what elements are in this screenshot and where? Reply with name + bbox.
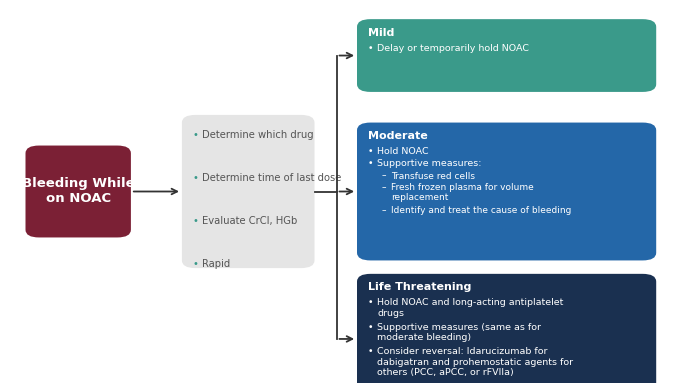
- Text: •: •: [193, 130, 199, 140]
- Text: Determine which drug: Determine which drug: [203, 130, 314, 140]
- Text: Determine time of last dose: Determine time of last dose: [203, 173, 341, 183]
- FancyBboxPatch shape: [357, 19, 656, 92]
- Text: •: •: [368, 347, 373, 356]
- Text: Life Threatening: Life Threatening: [368, 282, 471, 292]
- Text: Transfuse red cells: Transfuse red cells: [391, 172, 475, 180]
- Text: •: •: [193, 259, 199, 268]
- Text: Hold NOAC and long-acting antiplatelet
drugs: Hold NOAC and long-acting antiplatelet d…: [377, 298, 564, 318]
- Text: Delay or temporarily hold NOAC: Delay or temporarily hold NOAC: [377, 44, 530, 52]
- Text: •: •: [193, 173, 199, 183]
- Text: Bleeding While
on NOAC: Bleeding While on NOAC: [22, 177, 135, 206]
- Text: –: –: [381, 172, 386, 180]
- Text: •: •: [193, 216, 199, 226]
- Text: •: •: [368, 44, 373, 52]
- Text: Consider reversal: Idarucizumab for
dabigatran and prohemostatic agents for
othe: Consider reversal: Idarucizumab for dabi…: [377, 347, 573, 377]
- Text: Supportive measures (same as for
moderate bleeding): Supportive measures (same as for moderat…: [377, 323, 541, 342]
- FancyBboxPatch shape: [182, 115, 314, 268]
- Text: Moderate: Moderate: [368, 131, 428, 141]
- FancyBboxPatch shape: [26, 146, 131, 237]
- Text: •: •: [368, 147, 373, 156]
- Text: –: –: [381, 183, 386, 192]
- Text: •: •: [368, 323, 373, 332]
- Text: Fresh frozen plasma for volume
replacement: Fresh frozen plasma for volume replaceme…: [391, 183, 534, 203]
- Text: Hold NOAC: Hold NOAC: [377, 147, 429, 156]
- Text: Supportive measures:: Supportive measures:: [377, 159, 482, 168]
- Text: •: •: [368, 159, 373, 168]
- Text: Mild: Mild: [368, 28, 394, 38]
- FancyBboxPatch shape: [357, 274, 656, 383]
- FancyBboxPatch shape: [357, 123, 656, 260]
- Text: –: –: [381, 206, 386, 215]
- Text: Identify and treat the cause of bleeding: Identify and treat the cause of bleeding: [391, 206, 571, 215]
- Text: Evaluate CrCl, HGb: Evaluate CrCl, HGb: [203, 216, 298, 226]
- Text: Rapid: Rapid: [203, 259, 231, 268]
- Text: •: •: [368, 298, 373, 307]
